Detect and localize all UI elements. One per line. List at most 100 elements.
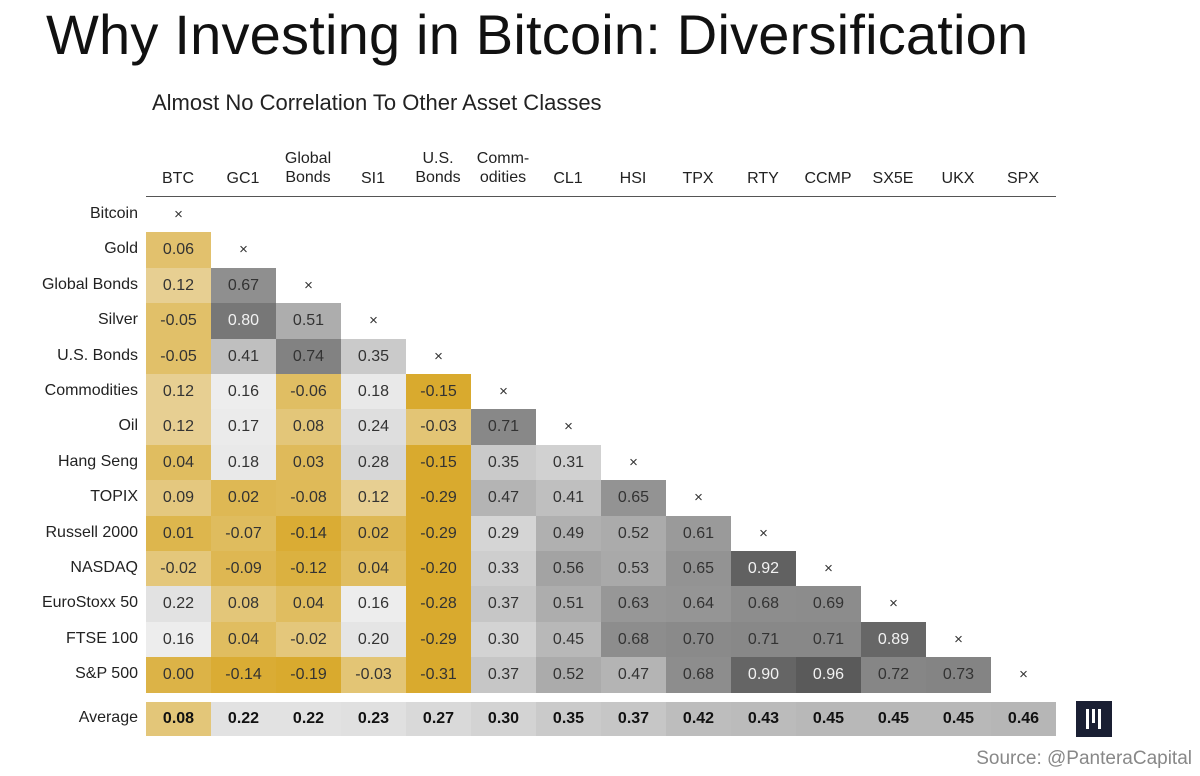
average-cell: 0.45 xyxy=(796,702,861,736)
correlation-cell: -0.14 xyxy=(276,515,341,552)
correlation-cell: 0.09 xyxy=(146,480,211,517)
correlation-cell: 0.71 xyxy=(471,409,536,446)
correlation-cell: -0.03 xyxy=(406,409,471,446)
correlation-cell: 0.90 xyxy=(731,657,796,694)
correlation-cell: 0.64 xyxy=(666,586,731,623)
correlation-cell: 0.51 xyxy=(276,303,341,340)
slide-title: Why Investing in Bitcoin: Diversificatio… xyxy=(46,3,1029,66)
row-header: Global Bonds xyxy=(41,275,138,293)
correlation-cell: 0.47 xyxy=(601,657,666,694)
correlation-cell: 0.02 xyxy=(341,515,406,552)
correlation-cell: 0.22 xyxy=(146,586,211,623)
diagonal-marker: × xyxy=(954,630,963,648)
correlation-cell: -0.03 xyxy=(341,657,406,694)
correlation-cell: 0.72 xyxy=(861,657,926,694)
correlation-cell: -0.06 xyxy=(276,374,341,410)
column-header: HSI xyxy=(619,170,647,187)
diagonal-marker: × xyxy=(629,453,638,471)
correlation-cell: 0.68 xyxy=(731,586,796,623)
diagonal-marker: × xyxy=(564,418,573,436)
average-row-label: Average xyxy=(78,709,138,726)
correlation-cell: 0.47 xyxy=(471,480,536,517)
pantera-logo-icon xyxy=(1076,701,1112,737)
correlation-cell: -0.28 xyxy=(406,586,471,623)
diagonal-marker: × xyxy=(824,560,833,577)
correlation-cell: 0.00 xyxy=(146,657,211,694)
diagonal-marker: × xyxy=(694,489,703,507)
correlation-cell: 0.02 xyxy=(211,480,276,517)
column-header: BTC xyxy=(162,170,194,187)
row-header: Bitcoin xyxy=(89,205,138,222)
correlation-cell: -0.31 xyxy=(406,657,471,694)
column-header: RTY xyxy=(747,170,779,187)
correlation-cell: -0.15 xyxy=(406,444,471,481)
average-cell: 0.43 xyxy=(731,702,796,736)
correlation-cell: -0.29 xyxy=(406,621,471,658)
diagonal-marker: × xyxy=(1019,666,1028,684)
row-header: Oil xyxy=(118,417,138,435)
correlation-cell: 0.49 xyxy=(536,515,601,552)
correlation-cell: 0.56 xyxy=(536,551,601,587)
correlation-cell: 0.12 xyxy=(341,480,406,517)
correlation-cell: 0.35 xyxy=(341,338,406,375)
correlation-cell: 0.35 xyxy=(471,444,536,481)
chart-title: Almost No Correlation To Other Asset Cla… xyxy=(152,90,602,115)
correlation-cell: 0.03 xyxy=(276,444,341,481)
column-header: SX5E xyxy=(872,170,914,187)
column-header: Global Bonds xyxy=(284,150,332,186)
correlation-cell: 0.92 xyxy=(731,551,796,587)
row-header: NASDAQ xyxy=(70,559,138,576)
correlation-cell: 0.53 xyxy=(601,551,666,587)
column-header: SI1 xyxy=(360,170,385,187)
row-header: Russell 2000 xyxy=(45,523,139,541)
correlation-cell: 0.16 xyxy=(211,374,276,410)
correlation-cell: 0.80 xyxy=(211,303,276,340)
correlation-cell: 0.68 xyxy=(601,621,666,658)
correlation-cell: 0.30 xyxy=(471,621,536,658)
correlation-cell: 0.65 xyxy=(601,480,666,517)
correlation-cell: 0.20 xyxy=(341,621,406,658)
correlation-cell: 0.04 xyxy=(146,444,211,481)
diagonal-marker: × xyxy=(499,383,508,400)
correlation-cell: 0.12 xyxy=(146,374,211,410)
correlation-cell: 0.28 xyxy=(341,444,406,481)
correlation-cell: -0.15 xyxy=(406,374,471,410)
average-cell: 0.22 xyxy=(211,702,276,736)
diagonal-marker: × xyxy=(304,276,313,294)
correlation-cell: 0.31 xyxy=(536,444,601,481)
correlation-cell: 0.96 xyxy=(796,657,861,694)
diagonal-marker: × xyxy=(369,312,378,330)
average-cell: 0.37 xyxy=(601,702,666,736)
column-header: CL1 xyxy=(553,170,583,187)
average-cell: 0.42 xyxy=(666,702,731,736)
correlation-cell: -0.05 xyxy=(146,303,211,340)
correlation-cell: -0.02 xyxy=(276,621,341,658)
correlation-cell: -0.08 xyxy=(276,480,341,517)
correlation-cell: 0.37 xyxy=(471,657,536,694)
correlation-cell: 0.63 xyxy=(601,586,666,623)
correlation-cell: 0.52 xyxy=(536,657,601,694)
column-header: UKX xyxy=(941,170,975,187)
correlation-cell: 0.04 xyxy=(211,621,276,658)
correlation-cell: -0.07 xyxy=(211,515,276,552)
correlation-cell: 0.61 xyxy=(666,515,731,552)
row-header: S&P 500 xyxy=(75,665,138,683)
correlation-cell: -0.09 xyxy=(211,551,276,587)
average-cell: 0.23 xyxy=(341,702,406,736)
row-header: EuroStoxx 50 xyxy=(41,594,138,612)
column-header: SPX xyxy=(1006,170,1039,187)
correlation-cell: 0.45 xyxy=(536,621,601,658)
correlation-cell: 0.37 xyxy=(471,586,536,623)
correlation-cell: -0.29 xyxy=(406,480,471,517)
correlation-cell: -0.14 xyxy=(211,657,276,694)
correlation-cell: 0.69 xyxy=(796,586,861,623)
diagonal-marker: × xyxy=(759,524,768,542)
correlation-cell: 0.16 xyxy=(146,621,211,658)
header-divider xyxy=(146,196,1056,197)
column-header: U.S. Bonds xyxy=(415,150,461,186)
row-header: Hang Seng xyxy=(57,452,138,470)
correlation-cell: 0.08 xyxy=(276,409,341,446)
diagonal-marker: × xyxy=(889,595,898,613)
column-header: Comm- odities xyxy=(476,150,530,186)
correlation-cell: 0.04 xyxy=(341,551,406,587)
